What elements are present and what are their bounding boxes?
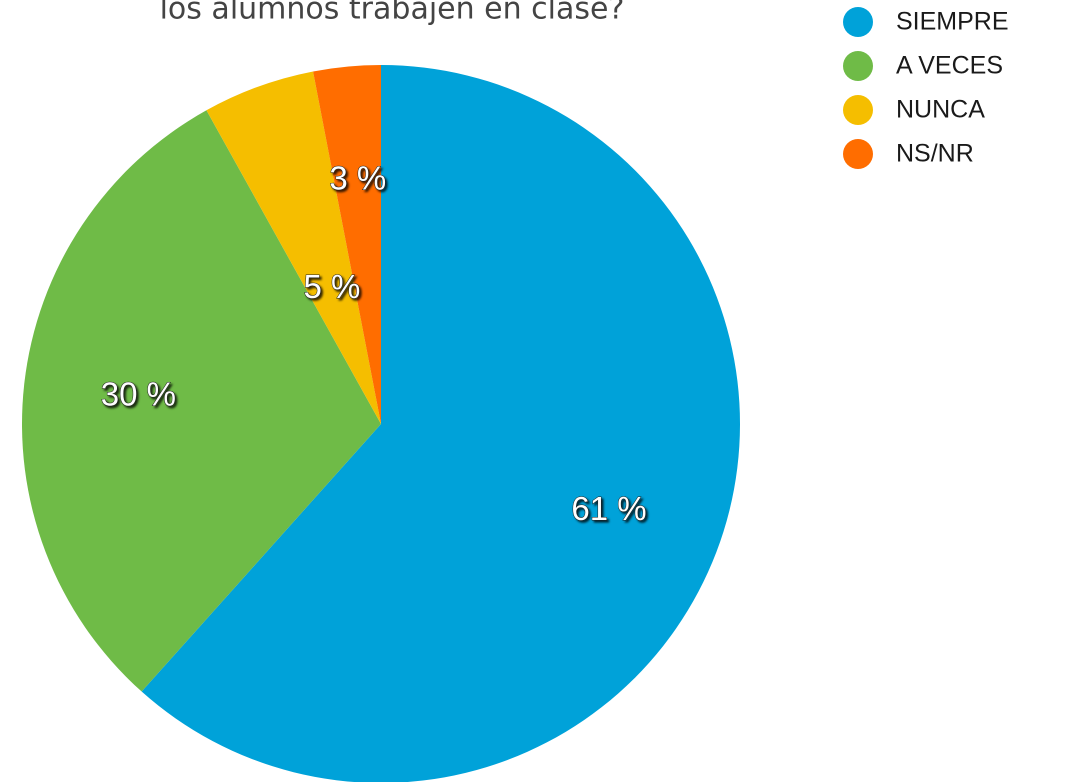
legend-label: NS/NR — [896, 140, 974, 168]
pie-slice — [21, 110, 381, 692]
value-label: 5 % — [303, 268, 360, 305]
legend-swatch — [843, 95, 873, 125]
chart-title: los alumnos trabajen en clase? — [160, 0, 625, 27]
legend-swatch — [843, 51, 873, 81]
legend-label: NUNCA — [896, 96, 985, 124]
value-label: 30 % — [101, 376, 176, 413]
legend-swatch — [843, 139, 873, 169]
value-label: 61 % — [571, 490, 646, 527]
value-label: 3 % — [329, 160, 386, 197]
legend-label: SIEMPRE — [896, 8, 1009, 36]
pie-slice — [141, 65, 740, 782]
pie-slice — [206, 71, 381, 424]
pie-slice — [313, 65, 381, 424]
legend-swatch — [843, 7, 873, 37]
legend-label: A VECES — [896, 52, 1003, 80]
